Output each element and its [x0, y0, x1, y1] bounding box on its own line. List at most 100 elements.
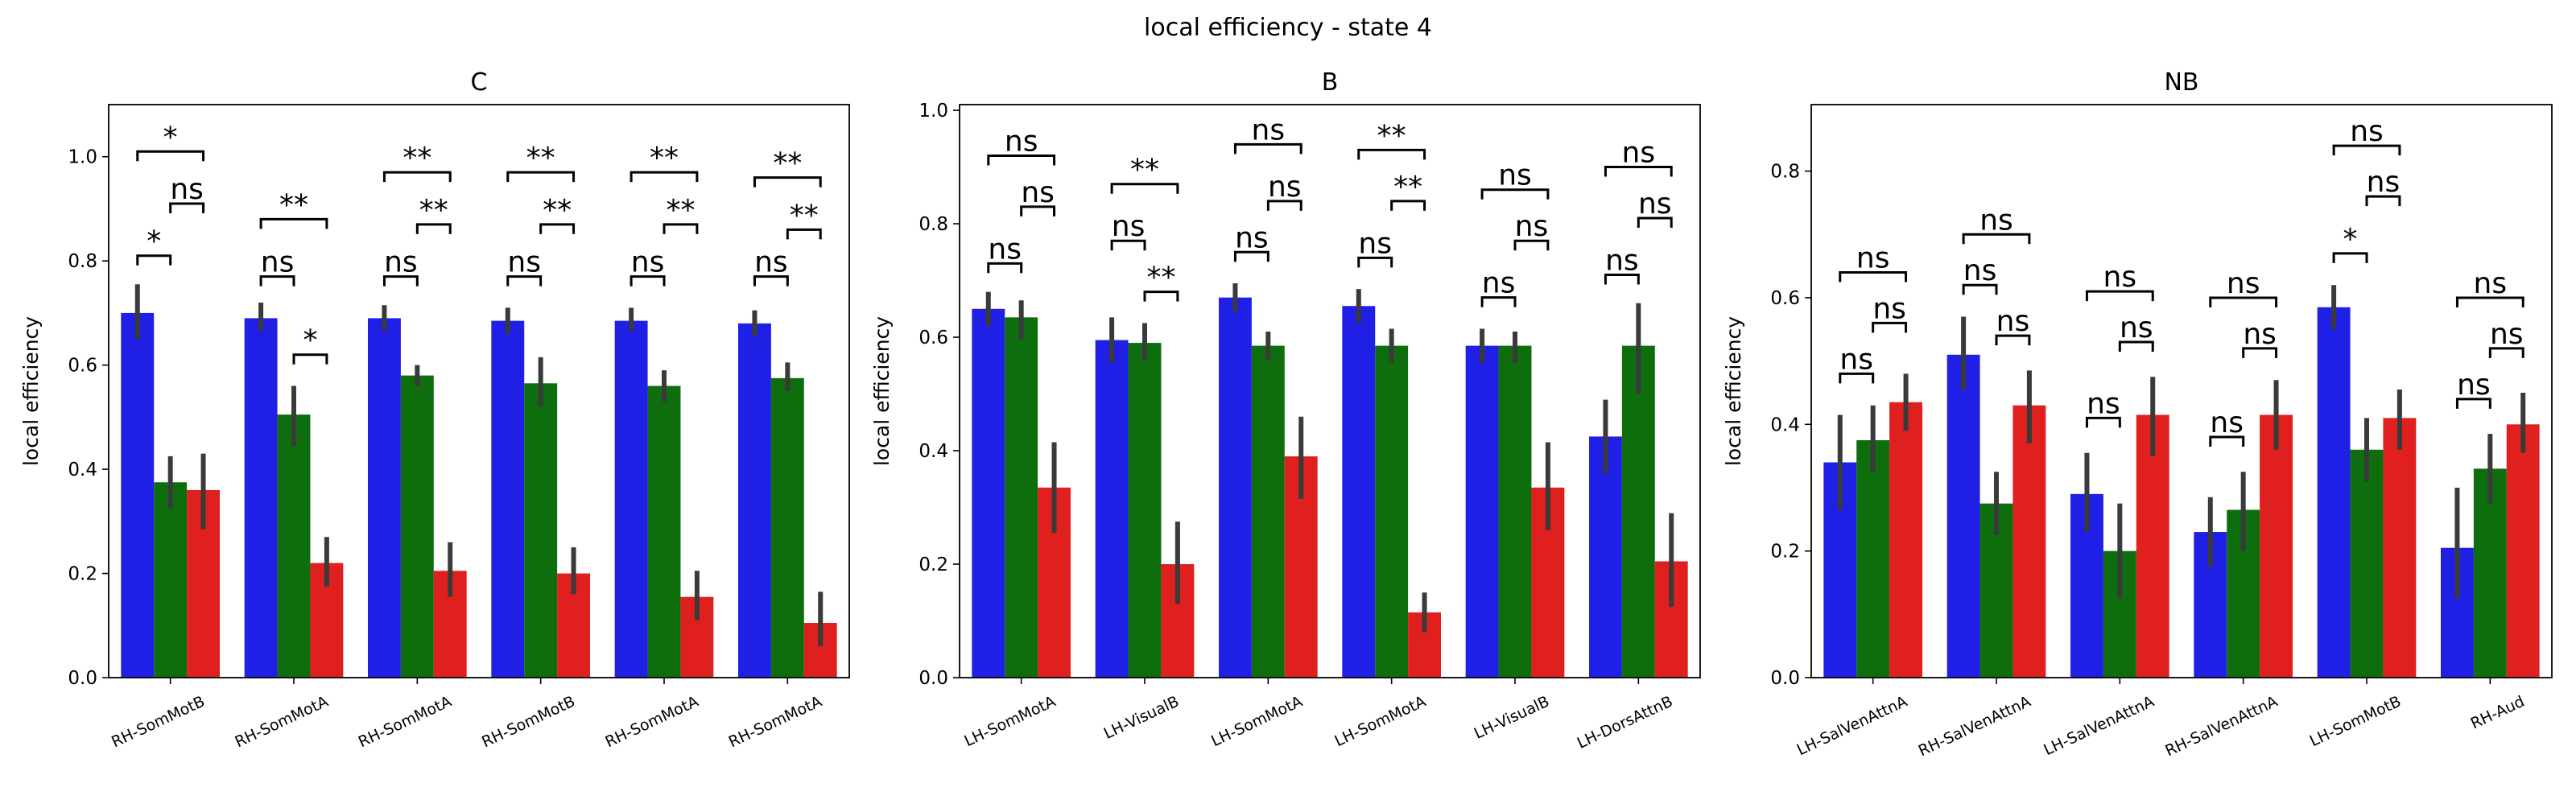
significance-bracket: [663, 223, 699, 234]
y-tick-label: 0.4: [919, 441, 948, 462]
y-tick-label: 1.0: [919, 101, 948, 122]
panel-title: NB: [2164, 68, 2198, 97]
bar: [1856, 439, 1890, 678]
bar: [154, 482, 188, 678]
significance-label: ns: [988, 233, 1022, 266]
significance-bracket: [1357, 148, 1426, 160]
significance-bracket: [1637, 216, 1673, 228]
bar: [614, 320, 648, 678]
significance-label: ns: [1872, 292, 1906, 325]
bar: [2136, 414, 2169, 678]
significance-bracket: [1110, 183, 1179, 194]
significance-bracket: [1513, 239, 1550, 251]
y-tick-label: 0.6: [919, 328, 948, 348]
significance-label: ns: [1996, 305, 2030, 338]
significance-label: ns: [170, 173, 204, 206]
significance-bracket: [1390, 200, 1426, 211]
x-tick-label: RH-SalVenAttnA: [1916, 693, 2033, 761]
y-axis-label: local efficiency: [19, 316, 43, 466]
significance-label: ns: [2087, 387, 2120, 420]
significance-label: **: [526, 142, 555, 175]
significance-label: ns: [1268, 171, 1302, 204]
y-tick-label: 0.0: [919, 668, 948, 689]
significance-label: ns: [2243, 318, 2277, 351]
significance-bracket: [2209, 435, 2245, 447]
bar: [2317, 307, 2351, 678]
significance-label: ns: [1839, 343, 1873, 376]
significance-label: ns: [261, 246, 295, 279]
significance-label: **: [1146, 262, 1175, 295]
significance-bracket: [1357, 256, 1393, 268]
bar: [1621, 345, 1655, 678]
significance-bracket: [2209, 296, 2278, 307]
significance-label: ns: [1358, 227, 1392, 260]
significance-label: ns: [1252, 113, 1286, 146]
bar: [647, 385, 681, 678]
bar: [2350, 449, 2384, 678]
x-tick-label: RH-SomMotA: [233, 693, 332, 752]
significance-label: ns: [754, 246, 788, 279]
significance-label: ns: [2490, 318, 2524, 351]
y-tick-label: 0.0: [68, 668, 97, 689]
x-tick-label: LH-SomMotB: [2307, 693, 2404, 751]
significance-label: ns: [1605, 244, 1639, 277]
x-tick-label: LH-VisualB: [1101, 693, 1182, 743]
significance-label: **: [419, 194, 448, 227]
significance-label: **: [1393, 171, 1422, 204]
significance-bracket: [753, 275, 789, 287]
significance-label: ns: [1515, 210, 1549, 243]
bar: [1946, 354, 1980, 678]
significance-bracket: [1604, 166, 1673, 177]
panel-title: B: [1322, 68, 1339, 97]
y-tick-label: 0.2: [68, 564, 97, 585]
y-tick-label: 0.8: [68, 251, 97, 272]
significance-bracket: [1266, 200, 1302, 211]
significance-label: ns: [2350, 115, 2384, 148]
significance-bracket: [1962, 233, 2031, 245]
significance-bracket: [987, 154, 1056, 166]
x-tick-label: LH-VisualB: [1472, 693, 1552, 743]
x-tick-label: RH-SomMotA: [603, 693, 702, 752]
significance-bracket: [630, 275, 666, 287]
y-tick-label: 0.6: [1770, 288, 1800, 309]
significance-bracket: [1604, 273, 1640, 285]
significance-label: **: [1377, 119, 1406, 152]
significance-bracket: [753, 176, 822, 188]
axes-frame: [959, 104, 1701, 678]
significance-bracket: [630, 171, 699, 183]
significance-label: **: [1130, 154, 1159, 187]
significance-bracket: [1480, 296, 1517, 307]
significance-label: ns: [1622, 137, 1656, 170]
significance-bracket: [136, 150, 205, 162]
significance-bracket: [539, 223, 576, 234]
y-tick-label: 0.2: [1770, 542, 1800, 563]
bar: [2260, 414, 2293, 678]
x-tick-label: RH-SomMotB: [109, 693, 208, 752]
significance-bracket: [1480, 188, 1550, 200]
y-tick-label: 0.6: [68, 356, 97, 377]
significance-label: ns: [1856, 241, 1890, 274]
significance-bracket: [2455, 398, 2491, 409]
significance-label: **: [279, 188, 308, 221]
x-tick-label: RH-SalVenAttnA: [2162, 693, 2280, 761]
significance-bracket: [1233, 142, 1302, 155]
y-axis-label: local efficiency: [870, 316, 894, 466]
significance-bracket: [506, 171, 576, 183]
bar: [1219, 297, 1252, 678]
significance-bracket: [259, 275, 295, 287]
x-tick-label: RH-SomMotB: [479, 693, 578, 752]
significance-label: ns: [1112, 210, 1146, 243]
bar: [972, 308, 1005, 678]
significance-label: ns: [1482, 267, 1516, 300]
significance-bracket: [2085, 416, 2121, 428]
significance-label: **: [650, 142, 679, 175]
significance-bracket: [2242, 347, 2278, 358]
bar: [2383, 418, 2417, 678]
significance-label: ns: [1235, 221, 1269, 254]
x-tick-label: RH-SomMotA: [726, 693, 825, 752]
significance-label: ns: [1498, 159, 1532, 192]
significance-bracket: [987, 262, 1023, 274]
panel-title: C: [471, 68, 488, 97]
